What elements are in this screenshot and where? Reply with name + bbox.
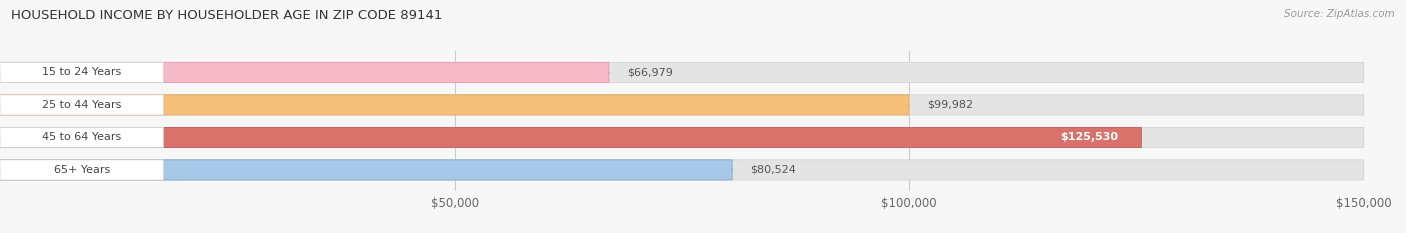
Text: 65+ Years: 65+ Years bbox=[53, 165, 110, 175]
Text: HOUSEHOLD INCOME BY HOUSEHOLDER AGE IN ZIP CODE 89141: HOUSEHOLD INCOME BY HOUSEHOLDER AGE IN Z… bbox=[11, 9, 443, 22]
Text: Source: ZipAtlas.com: Source: ZipAtlas.com bbox=[1284, 9, 1395, 19]
FancyBboxPatch shape bbox=[0, 160, 733, 180]
FancyBboxPatch shape bbox=[0, 62, 1364, 82]
FancyBboxPatch shape bbox=[0, 95, 1364, 115]
Text: 15 to 24 Years: 15 to 24 Years bbox=[42, 67, 121, 77]
FancyBboxPatch shape bbox=[0, 160, 1364, 180]
FancyBboxPatch shape bbox=[0, 95, 910, 115]
FancyBboxPatch shape bbox=[0, 127, 1142, 147]
Text: $66,979: $66,979 bbox=[627, 67, 673, 77]
Text: $99,982: $99,982 bbox=[927, 100, 973, 110]
Text: $125,530: $125,530 bbox=[1060, 132, 1119, 142]
FancyBboxPatch shape bbox=[0, 160, 163, 180]
FancyBboxPatch shape bbox=[0, 127, 163, 147]
Text: 25 to 44 Years: 25 to 44 Years bbox=[42, 100, 121, 110]
FancyBboxPatch shape bbox=[0, 95, 163, 115]
Text: $80,524: $80,524 bbox=[751, 165, 796, 175]
FancyBboxPatch shape bbox=[0, 62, 609, 82]
FancyBboxPatch shape bbox=[0, 127, 1364, 147]
FancyBboxPatch shape bbox=[0, 62, 163, 82]
Text: 45 to 64 Years: 45 to 64 Years bbox=[42, 132, 121, 142]
